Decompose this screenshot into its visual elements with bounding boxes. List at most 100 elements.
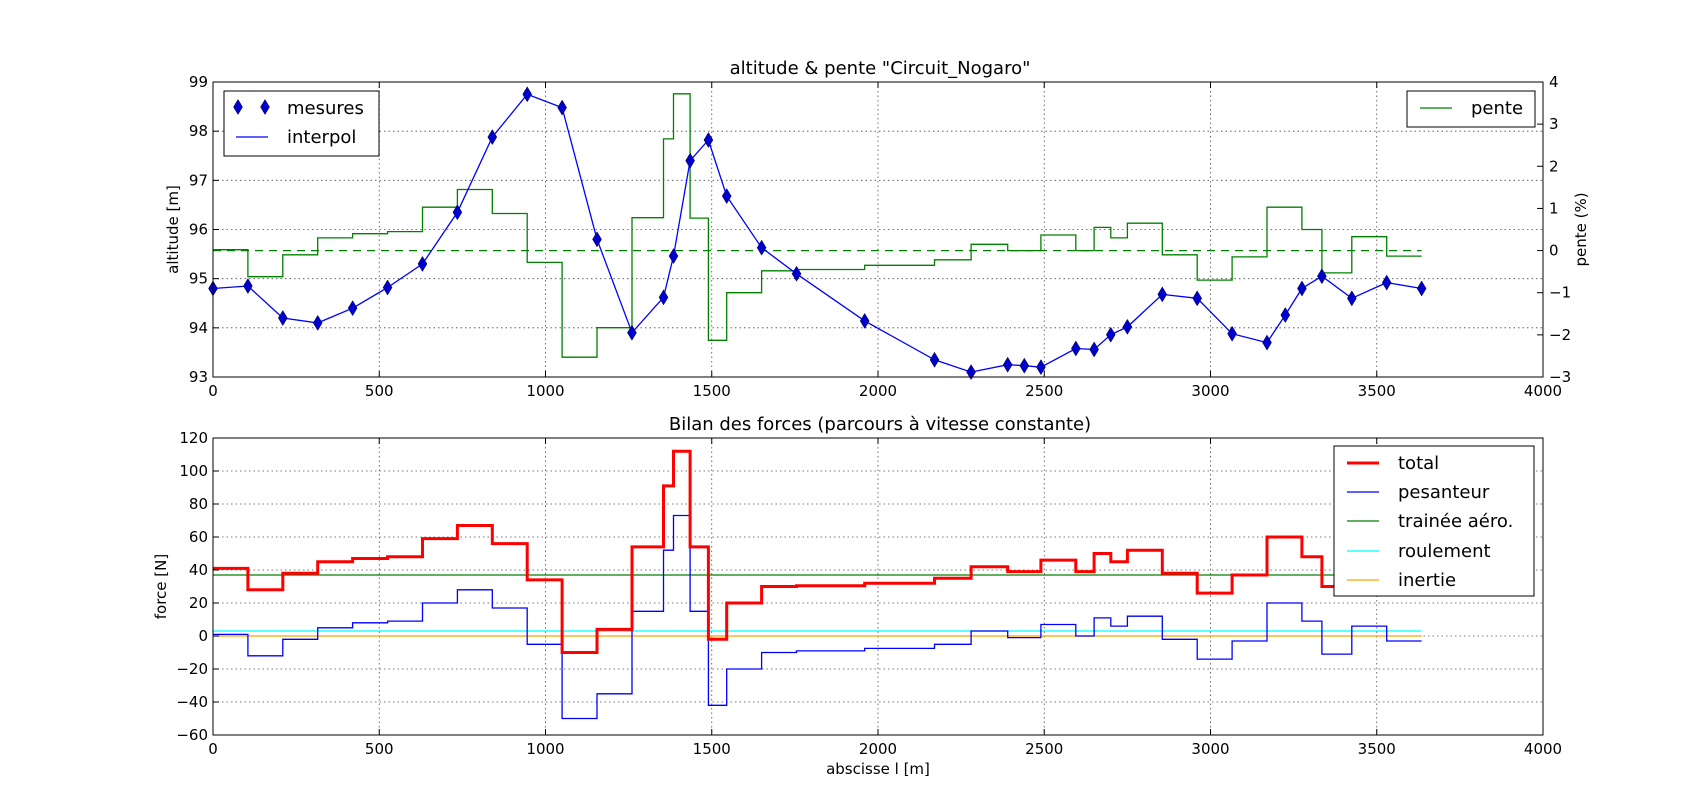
plot2-title: Bilan des forces (parcours à vitesse con…	[669, 414, 1091, 435]
mesures-point	[1105, 326, 1116, 343]
y-tick-label: 40	[189, 561, 208, 579]
plot2-x-ticks: 0 500 1000 1500 2000 2500 3000 3500 4000	[208, 438, 1562, 758]
legend-pesanteur: pesanteur	[1398, 482, 1490, 503]
plot1-y2-ticks: −3 −2 −1 0 1 2 3 4	[1537, 73, 1571, 386]
x-tick-label: 3000	[1191, 740, 1229, 758]
legend-pente: pente	[1471, 98, 1523, 119]
legend-roulement: roulement	[1398, 541, 1491, 562]
mesures-point	[756, 239, 767, 256]
y2-tick-label: −1	[1549, 284, 1571, 302]
plot1-legend-left: mesures interpol	[223, 90, 380, 157]
legend-trainee: trainée aéro.	[1398, 511, 1513, 532]
mesures-point	[1280, 307, 1291, 324]
x-tick-label: 1000	[526, 740, 564, 758]
mesures-point	[1297, 280, 1307, 297]
y-tick-label: 99	[189, 73, 208, 91]
x-tick-label: 1500	[693, 740, 731, 758]
mesures-point	[417, 255, 428, 272]
x-tick-label: 500	[365, 382, 394, 400]
y-tick-label: 120	[179, 429, 208, 447]
mesures-point	[1002, 356, 1013, 373]
legend-mesures-marker	[233, 99, 270, 115]
mesures-point	[1122, 318, 1133, 335]
mesures-point	[592, 231, 602, 248]
mesures-point	[859, 312, 870, 329]
y-tick-label: −20	[176, 660, 208, 678]
mesures-point	[452, 204, 463, 221]
x-tick-label: 3000	[1191, 382, 1229, 400]
mesures-point	[382, 279, 393, 296]
mesures-point	[721, 188, 732, 205]
y-tick-label: 94	[189, 319, 208, 337]
bilan-forces-plot: Bilan des forces (parcours à vitesse con…	[152, 414, 1562, 778]
mesures-point	[522, 86, 533, 103]
mesures-point	[312, 314, 323, 331]
mesures-point	[278, 310, 288, 326]
y-tick-label: 60	[189, 528, 208, 546]
mesures-point	[1019, 357, 1030, 374]
y-tick-label: 95	[189, 270, 208, 288]
plot2-series	[213, 449, 1422, 720]
y2-tick-label: −3	[1549, 368, 1571, 386]
y-tick-label: −60	[176, 726, 208, 744]
y-tick-label: 97	[189, 171, 208, 189]
y2-tick-label: 3	[1549, 115, 1559, 133]
mesures-point	[1192, 290, 1202, 307]
mesures-point	[1089, 341, 1099, 358]
y2-tick-label: 0	[1549, 242, 1559, 260]
mesures-point	[1227, 325, 1237, 342]
plot1-title: altitude & pente "Circuit_Nogaro"	[730, 58, 1031, 79]
plot2-legend: total pesanteur trainée aéro. roulement …	[1333, 445, 1535, 597]
y-tick-label: 96	[189, 221, 208, 239]
plot1-series	[208, 86, 1427, 381]
x-tick-label: 3500	[1358, 740, 1396, 758]
y2-tick-label: −2	[1549, 326, 1571, 344]
x-tick-label: 0	[208, 382, 218, 400]
plot1-y-ticks: 93 94 95 96 97 98 99	[189, 73, 219, 386]
x-tick-label: 2500	[1025, 382, 1063, 400]
mesures-point	[487, 129, 498, 146]
x-tick-label: 1000	[526, 382, 564, 400]
plot2-y-axis-label: force [N]	[152, 554, 170, 619]
plot2-y-ticks: −60 −40 −20 0 20 40 60 80 100 120	[176, 429, 219, 744]
plot1-grid	[213, 82, 1543, 377]
mesures-point	[1262, 334, 1272, 351]
y-tick-label: −40	[176, 693, 208, 711]
series-pente-line	[213, 93, 1422, 358]
y-tick-label: 0	[198, 627, 208, 645]
mesures-point	[658, 289, 669, 306]
series-total-line	[213, 449, 1422, 654]
plot1-legend-right: pente	[1406, 90, 1536, 128]
mesures-point	[668, 248, 679, 265]
y-tick-label: 20	[189, 594, 208, 612]
plot1-y-axis-label: altitude [m]	[164, 185, 182, 274]
mesures-point	[1416, 280, 1427, 297]
series-pesanteur-line	[213, 514, 1422, 720]
x-tick-label: 2500	[1025, 740, 1063, 758]
mesures-point	[791, 265, 802, 282]
mesures-point	[347, 300, 358, 317]
mesures-point	[1157, 286, 1168, 303]
altitude-pente-plot: altitude & pente "Circuit_Nogaro" 0 500 10…	[164, 58, 1590, 400]
y-tick-label: 80	[189, 495, 208, 513]
legend-interpol: interpol	[287, 127, 356, 148]
x-tick-label: 4000	[1524, 740, 1562, 758]
y-tick-label: 93	[189, 368, 208, 386]
mesures-point	[1347, 290, 1357, 307]
x-tick-label: 3500	[1358, 382, 1396, 400]
mesures-point	[1036, 359, 1046, 376]
x-tick-label: 4000	[1524, 382, 1562, 400]
legend-mesures: mesures	[287, 98, 364, 119]
series-interpol-line	[212, 93, 1422, 373]
legend-total: total	[1398, 453, 1439, 474]
mesures-point	[703, 132, 714, 149]
mesures-point	[557, 99, 567, 116]
mesures-point	[627, 324, 637, 341]
legend-inertie: inertie	[1398, 570, 1456, 591]
x-tick-label: 2000	[859, 740, 897, 758]
plot1-y2-axis-label: pente (%)	[1572, 192, 1590, 266]
x-tick-label: 500	[365, 740, 394, 758]
y2-tick-label: 1	[1549, 199, 1559, 217]
plot2-x-axis-label: abscisse l [m]	[826, 760, 930, 778]
